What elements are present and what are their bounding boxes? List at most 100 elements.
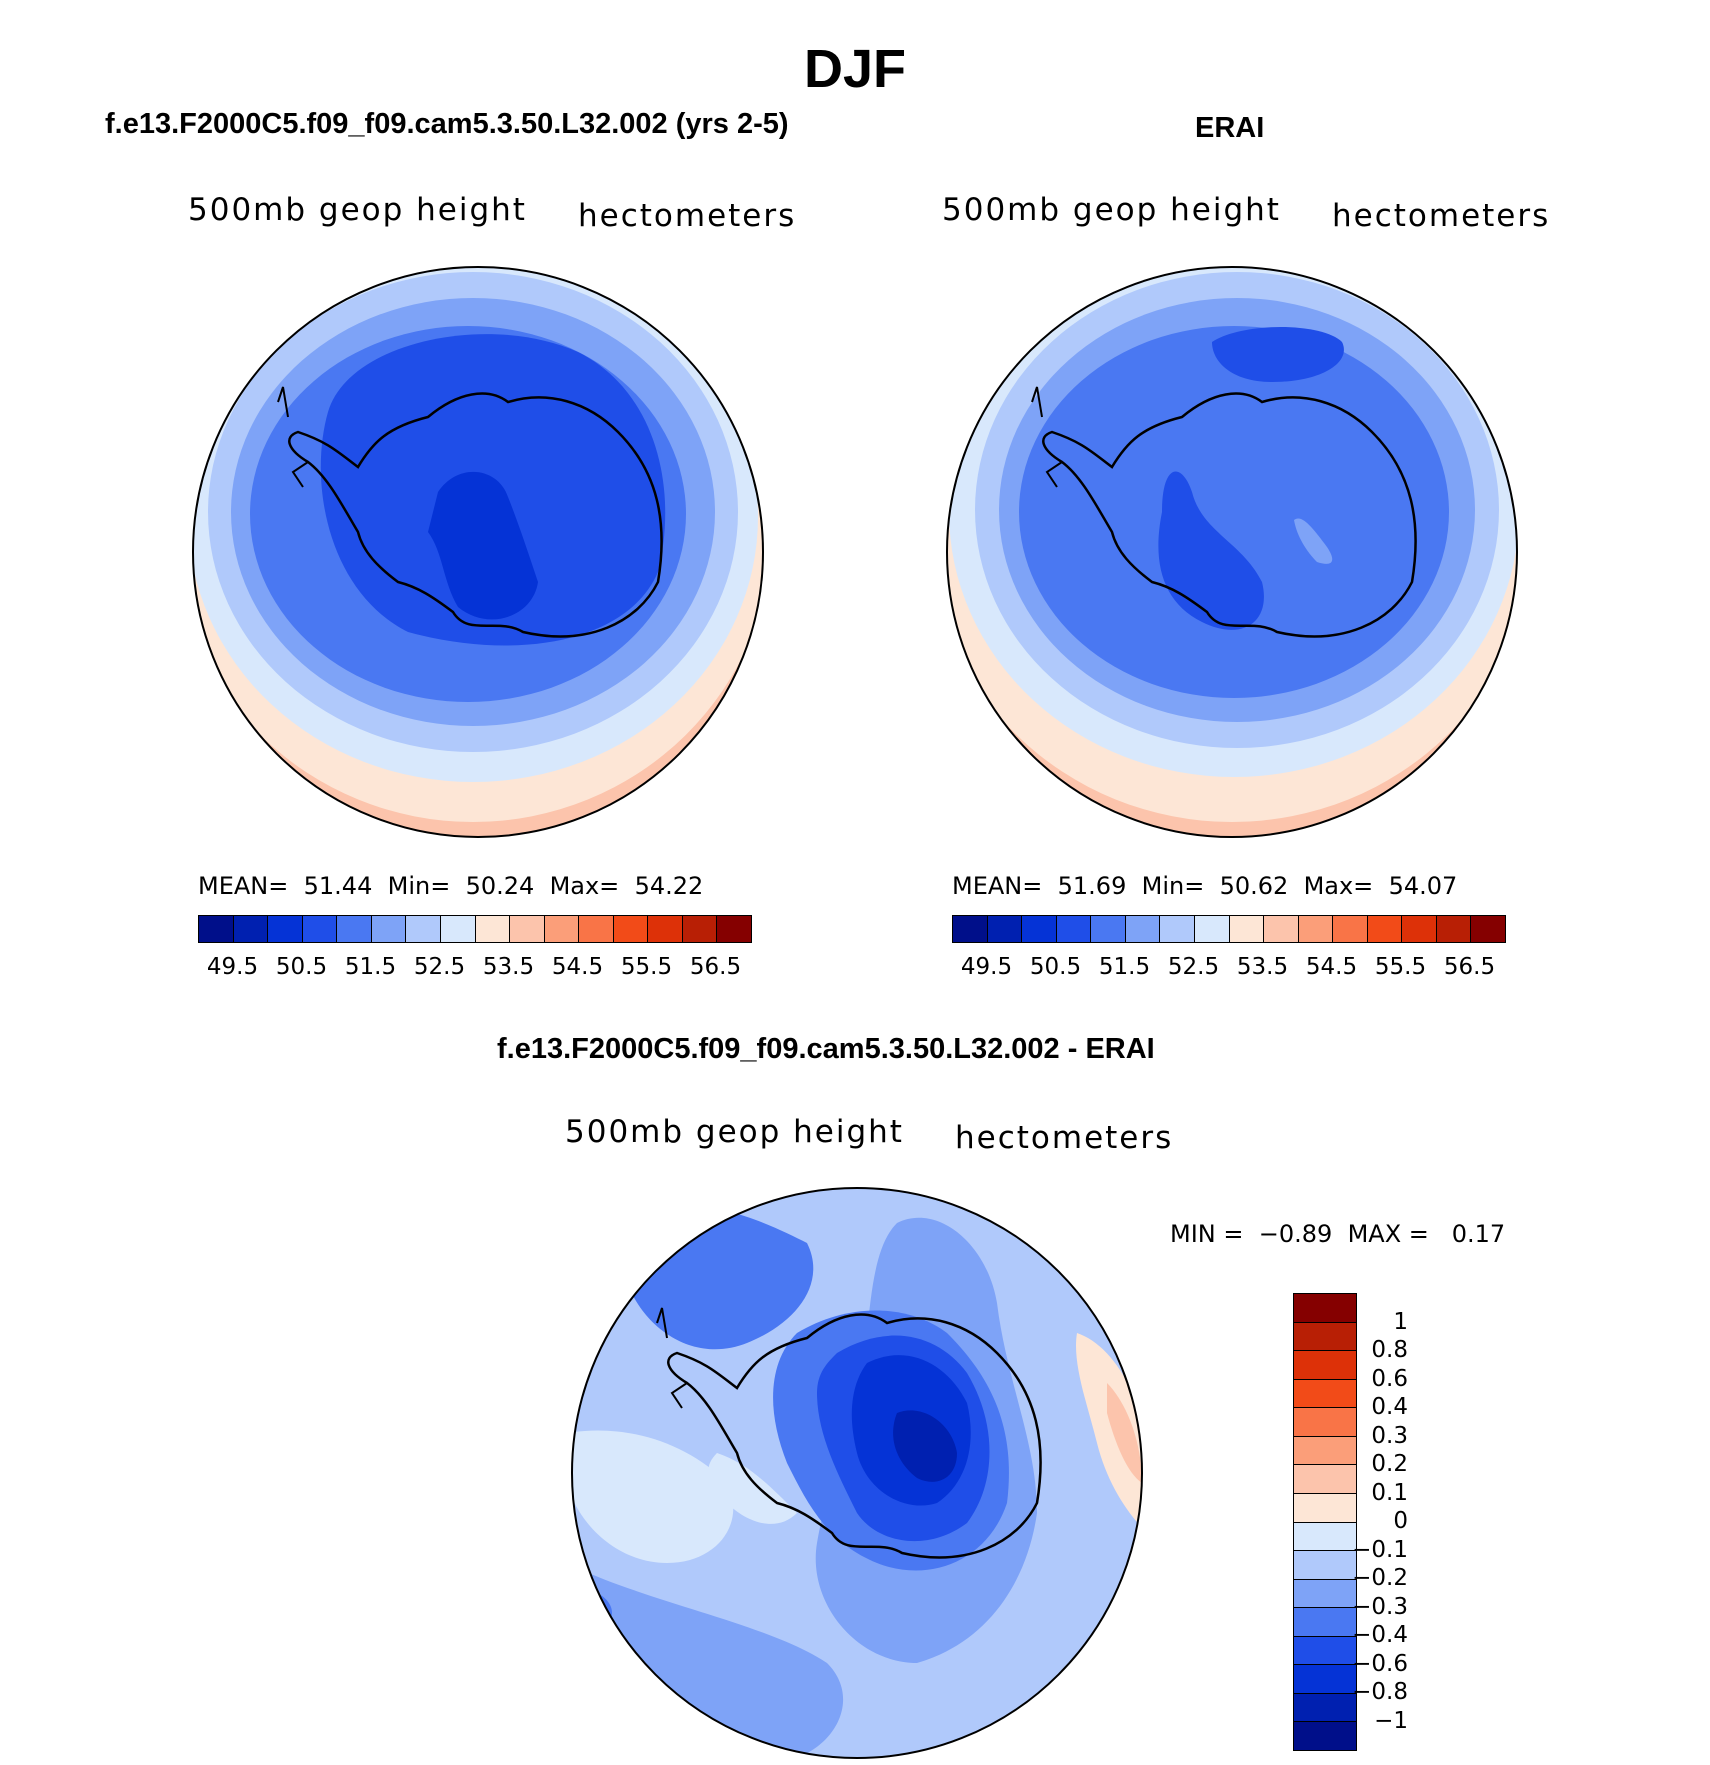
colorbar-swatch [1022,916,1057,942]
colorbar-swatch [199,916,234,942]
colorbar-tick-label: −0.3 [1352,1593,1408,1620]
colorbar-tick-label: −1 [1374,1707,1408,1734]
panel-2-colorbar [952,915,1506,943]
colorbar-swatch [1436,916,1472,942]
colorbar-swatch [1294,1351,1356,1380]
colorbar-tick-label: 49.5 [960,954,1013,980]
colorbar-swatch [1367,916,1403,942]
colorbar-swatch [1294,1408,1356,1437]
colorbar-tick-label: −0.2 [1352,1565,1408,1591]
colorbar-swatch [1294,1522,1356,1552]
colorbar-swatch [1294,1465,1356,1494]
colorbar-tick-label: 0.2 [1371,1451,1408,1477]
diff-minmax: MIN = −0.89 MAX = 0.17 [1170,1220,1506,1248]
panel-1-variable-label: 500mb geop height [188,192,527,228]
diff-colorbar-ticks: 1 0.8 0.6 0.4 0.3 0.2 0.1 0 −0.1 −0.2 −0.3 −0.4 −0.6… [1352,1293,1408,1749]
colorbar-swatch [1294,1665,1356,1694]
panel-1-title: f.e13.F2000C5.f09_f09.cam5.3.50.L32.002 … [105,108,789,140]
panel-1-stats: MEAN= 51.44 Min= 50.24 Max= 54.22 [198,872,704,900]
colorbar-swatch [953,916,988,942]
colorbar-swatch [371,916,407,942]
colorbar-swatch [1125,916,1161,942]
colorbar-tick-label: 49.5 [206,954,259,980]
colorbar-swatch [613,916,649,942]
colorbar-tick-label: −0.4 [1352,1622,1408,1648]
panel-2-units-label: hectometers [1332,198,1551,234]
colorbar-tick-label: 54.5 [551,954,604,980]
colorbar-tick-label: −0.6 [1352,1650,1408,1677]
colorbar-swatch [233,916,269,942]
colorbar-tick-label: 0.1 [1371,1479,1408,1506]
colorbar-tick-label: 53.5 [482,954,535,980]
colorbar-swatch [510,916,545,942]
colorbar-tick-label: −0.8 [1352,1679,1408,1705]
colorbar-tick-label: −0.1 [1352,1536,1408,1563]
colorbar-swatch [1402,916,1437,942]
colorbar-swatch [302,916,338,942]
colorbar-swatch [682,916,718,942]
colorbar-swatch [579,916,614,942]
diff-variable-label: 500mb geop height [565,1114,904,1150]
colorbar-swatch [987,916,1023,942]
panel-1-colorbar-ticks: 49.5 50.5 51.5 52.5 53.5 54.5 55.5 56.5 [198,954,750,984]
colorbar-tick-label: 51.5 [1098,954,1151,980]
colorbar-swatch [1194,916,1230,942]
panel-1-polar-map [192,266,764,838]
colorbar-swatch [475,916,511,942]
colorbar-tick-label: 54.5 [1305,954,1358,980]
colorbar-tick-label: 0.8 [1371,1337,1408,1363]
colorbar-swatch [1294,1379,1356,1409]
colorbar-tick-label: 50.5 [275,954,328,980]
colorbar-tick-label: 0.4 [1371,1394,1408,1420]
colorbar-swatch [1294,1636,1356,1666]
panel-2-title: ERAI [1195,112,1265,144]
colorbar-tick-label: 0.3 [1371,1422,1408,1449]
diff-units-label: hectometers [955,1120,1174,1156]
diff-polar-map [571,1187,1143,1759]
colorbar-tick-label: 1 [1393,1308,1408,1335]
colorbar-tick-label: 55.5 [1374,954,1427,980]
figure-title: DJF [803,39,906,99]
colorbar-swatch [1294,1693,1356,1723]
panel-1-units-label: hectometers [578,198,797,234]
colorbar-swatch [1294,1579,1356,1609]
colorbar-swatch [268,916,303,942]
colorbar-swatch [1229,916,1265,942]
colorbar-swatch [1294,1608,1356,1637]
colorbar-swatch [1294,1294,1356,1323]
panel-2-colorbar-ticks: 49.5 50.5 51.5 52.5 53.5 54.5 55.5 56.5 [952,954,1504,984]
colorbar-swatch [1298,916,1334,942]
colorbar-swatch [1333,916,1368,942]
colorbar-swatch [406,916,441,942]
colorbar-swatch [1264,916,1299,942]
colorbar-tick-label: 56.5 [1443,954,1496,980]
colorbar-swatch [544,916,580,942]
colorbar-tick-label: 53.5 [1236,954,1289,980]
colorbar-swatch [337,916,372,942]
colorbar-swatch [1471,916,1505,942]
colorbar-tick-label: 51.5 [344,954,397,980]
colorbar-swatch [440,916,476,942]
colorbar-swatch [1091,916,1126,942]
colorbar-tick-label: 52.5 [1167,954,1220,980]
colorbar-tick-label: 0 [1393,1508,1408,1534]
colorbar-swatch [717,916,751,942]
colorbar-swatch [648,916,683,942]
colorbar-swatch [1056,916,1092,942]
colorbar-swatch [1160,916,1195,942]
panel-1-colorbar [198,915,752,943]
colorbar-tick-label: 52.5 [413,954,466,980]
panel-2-variable-label: 500mb geop height [942,192,1281,228]
colorbar-swatch [1294,1322,1356,1352]
colorbar-tick-label: 55.5 [620,954,673,980]
colorbar-tick-label: 56.5 [689,954,742,980]
colorbar-tick-label: 50.5 [1029,954,1082,980]
diff-colorbar [1293,1293,1357,1751]
diff-panel-title: f.e13.F2000C5.f09_f09.cam5.3.50.L32.002 … [497,1033,1155,1065]
colorbar-tick-label: 0.6 [1371,1365,1408,1392]
colorbar-swatch [1294,1722,1356,1750]
panel-2-polar-map [946,266,1518,838]
colorbar-swatch [1294,1551,1356,1580]
colorbar-swatch [1294,1436,1356,1466]
panel-2-stats: MEAN= 51.69 Min= 50.62 Max= 54.07 [952,872,1458,900]
